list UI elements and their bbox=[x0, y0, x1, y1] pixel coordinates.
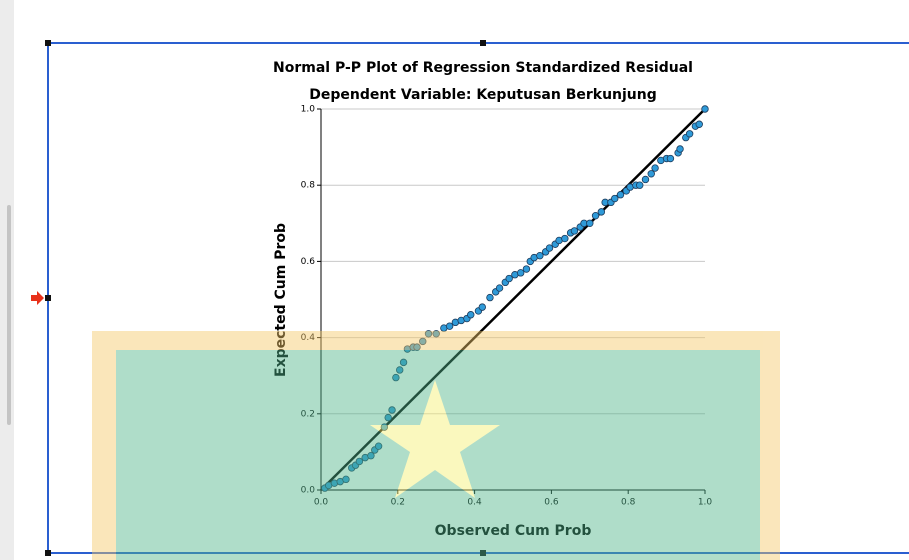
point bbox=[487, 294, 494, 301]
watermark bbox=[92, 331, 780, 560]
point bbox=[592, 212, 599, 219]
point bbox=[652, 165, 659, 172]
point bbox=[517, 270, 524, 277]
point bbox=[537, 252, 544, 259]
y-tick-label: 0.8 bbox=[301, 181, 316, 191]
y-tick-label: 1.0 bbox=[301, 105, 316, 115]
point bbox=[648, 170, 655, 177]
point bbox=[571, 228, 578, 235]
point bbox=[702, 106, 709, 113]
point bbox=[642, 176, 649, 183]
point bbox=[523, 266, 530, 273]
point bbox=[496, 285, 503, 292]
point bbox=[598, 209, 605, 216]
handle[interactable] bbox=[45, 40, 51, 46]
point bbox=[587, 220, 594, 227]
handle[interactable] bbox=[480, 40, 486, 46]
screenshot: Normal P-P Plot of Regression Standardiz… bbox=[0, 0, 909, 560]
point bbox=[467, 311, 474, 318]
y-tick-label: 0.6 bbox=[301, 257, 316, 267]
point bbox=[686, 130, 693, 137]
point bbox=[546, 245, 553, 252]
chart-title: Normal P-P Plot of Regression Standardiz… bbox=[273, 60, 693, 76]
point bbox=[479, 304, 486, 311]
chart-subtitle: Dependent Variable: Keputusan Berkunjung bbox=[309, 87, 657, 103]
point bbox=[617, 191, 624, 198]
point bbox=[562, 235, 569, 242]
handle[interactable] bbox=[45, 295, 51, 301]
point bbox=[611, 195, 618, 202]
scrollbar[interactable] bbox=[7, 205, 11, 425]
point bbox=[677, 146, 684, 153]
point bbox=[696, 121, 703, 128]
point bbox=[667, 155, 674, 162]
point bbox=[446, 323, 453, 330]
point bbox=[506, 275, 513, 282]
point bbox=[636, 182, 643, 189]
handle[interactable] bbox=[45, 550, 51, 556]
